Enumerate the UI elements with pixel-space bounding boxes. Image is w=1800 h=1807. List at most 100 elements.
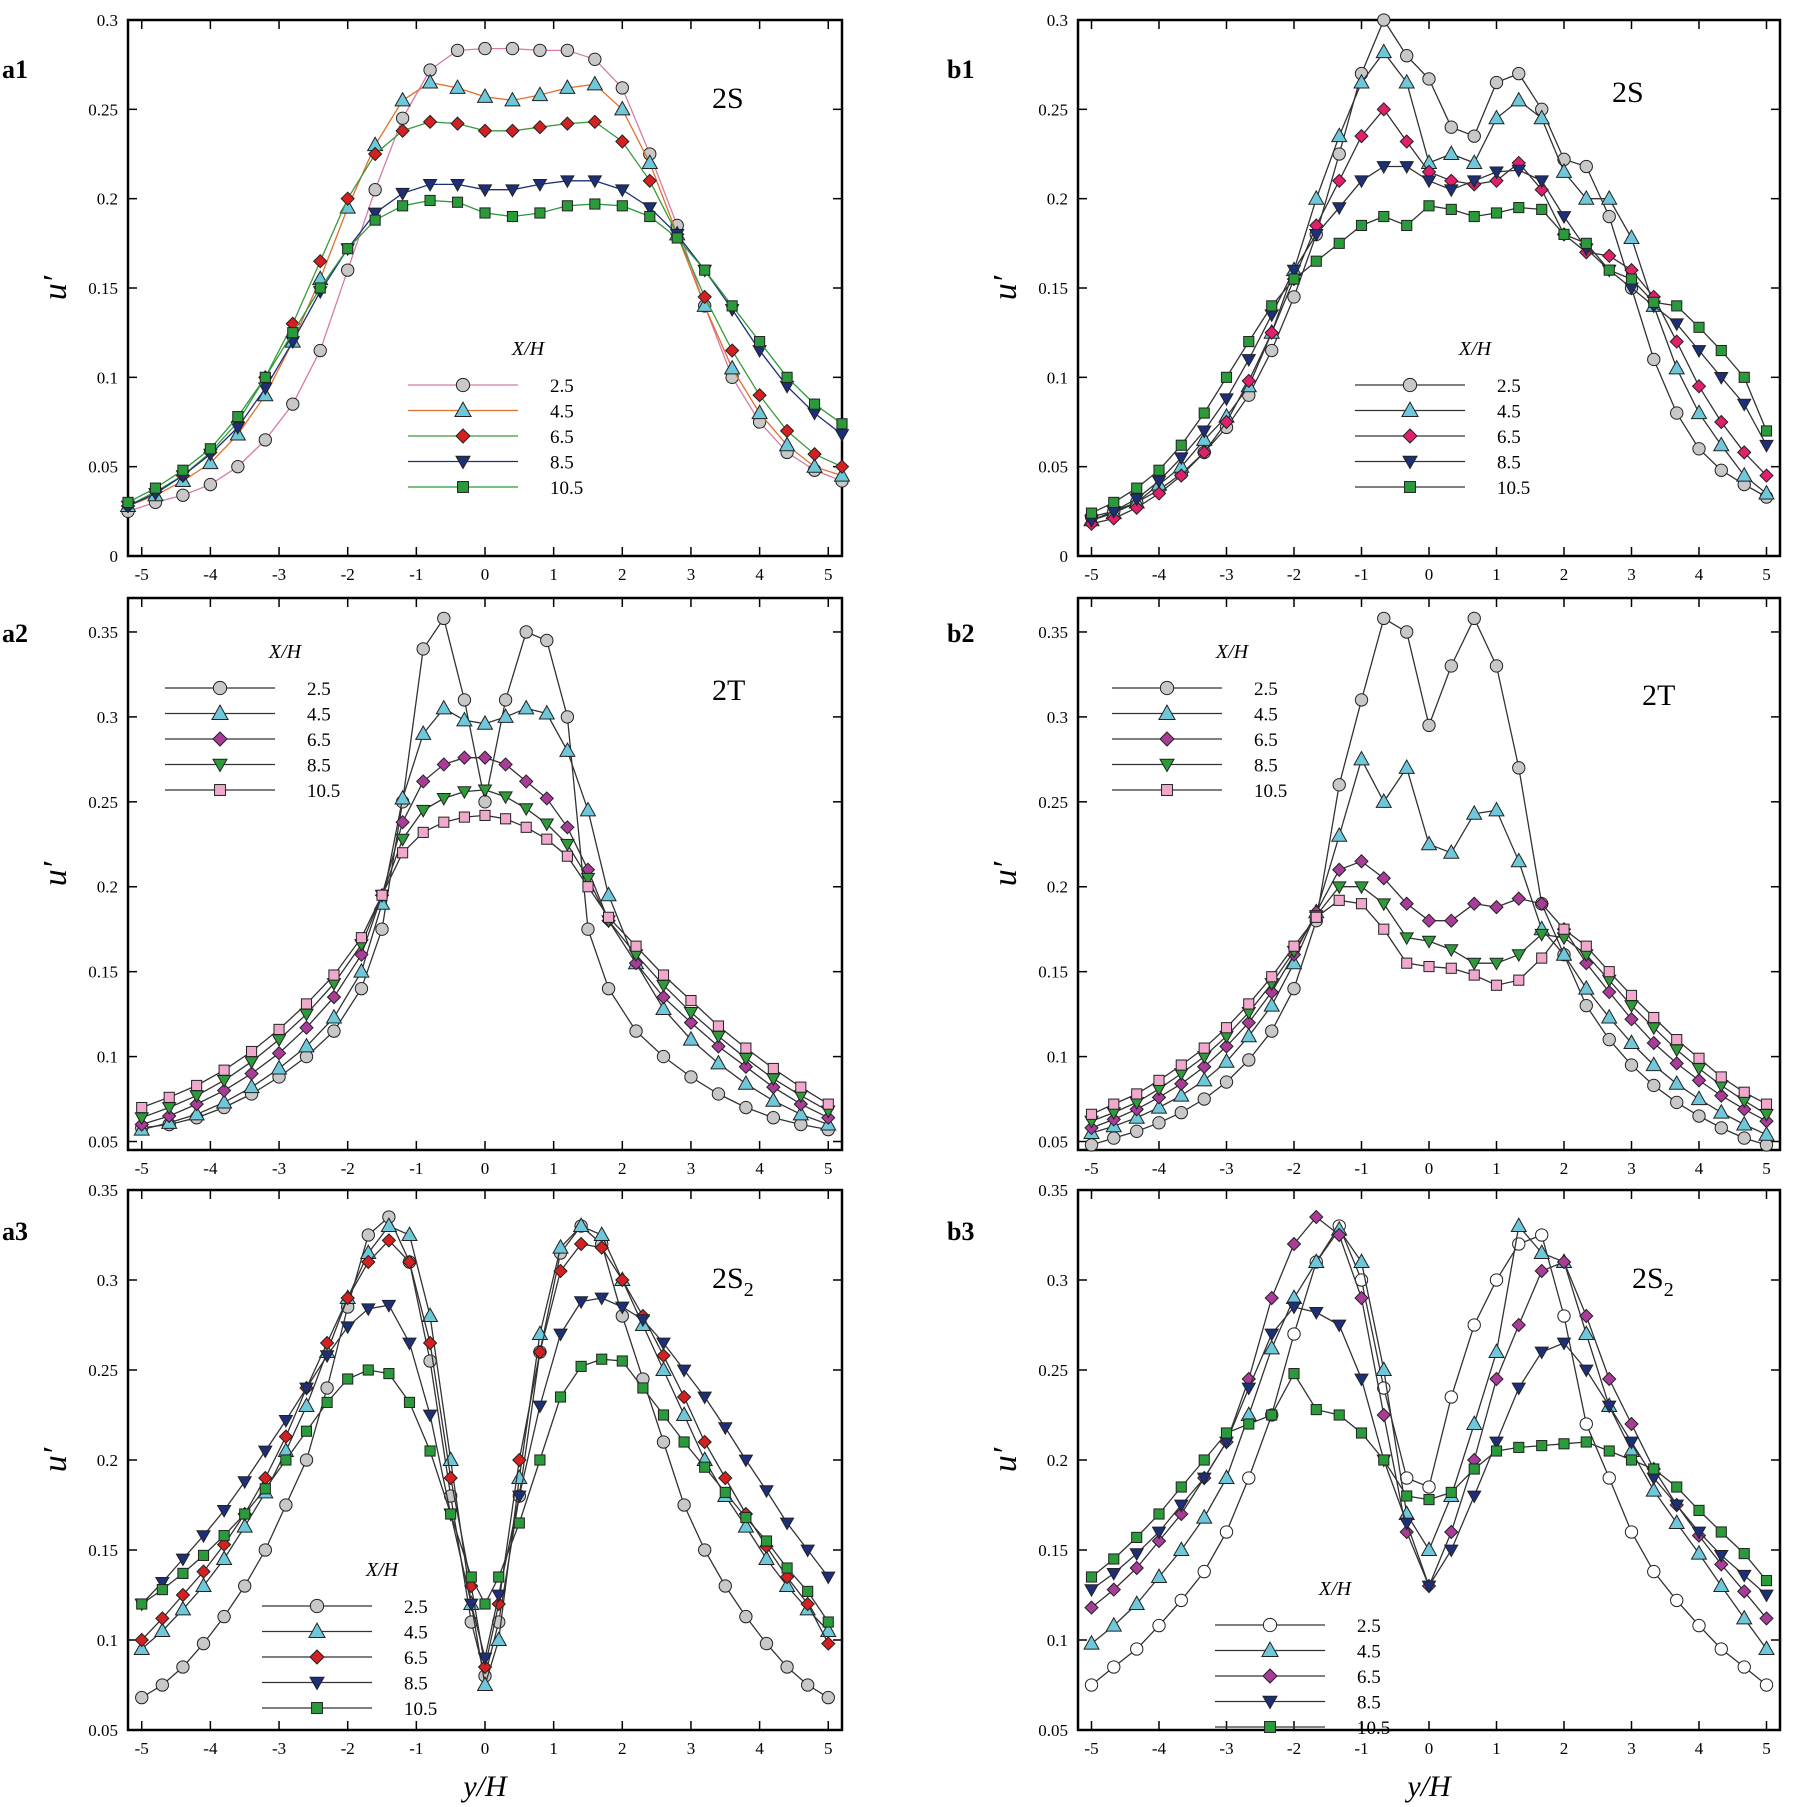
data-point [1534,928,1550,942]
y-tick-label: 0.15 [88,279,118,298]
data-point [678,1436,690,1448]
data-point [1308,1307,1324,1320]
data-point [401,1226,418,1242]
legend-label: 4.5 [307,705,331,726]
data-point [174,1600,192,1616]
data-point [1196,1472,1212,1486]
x-tick-label: -5 [1084,1739,1098,1758]
data-point [1668,1074,1686,1090]
data-point [682,1030,700,1046]
data-point [271,1034,287,1048]
data-point [1108,1553,1120,1565]
data-point [1489,659,1504,673]
data-point [1442,843,1460,859]
x-tick-label: 1 [1492,1159,1501,1178]
data-point [582,881,594,893]
data-point [498,757,513,772]
x-tick-label: -1 [409,1159,423,1178]
data-point [395,123,410,138]
data-point [675,1406,693,1422]
data-point [1195,1508,1213,1524]
data-point [559,742,576,757]
data-point [1107,1131,1121,1145]
data-point [517,699,535,715]
data-point [1466,175,1482,189]
panel-label: a3 [2,1217,28,1246]
data-point [1333,894,1345,906]
data-point [478,41,492,56]
data-point [1106,1582,1121,1597]
x-tick-label: 3 [687,1159,696,1178]
data-point [342,1373,354,1385]
data-point [1173,452,1189,466]
data-point [1577,189,1595,205]
data-point [740,1512,752,1524]
data-point [802,1585,814,1597]
data-point [1558,923,1570,935]
data-point [1647,1564,1661,1579]
data-point [539,791,554,806]
data-point [1602,209,1616,224]
data-point [1331,881,1347,895]
data-point [298,1037,315,1053]
series-6.5 [1084,1209,1774,1626]
data-point [1150,1098,1168,1114]
data-point [259,371,271,383]
data-point [1172,1541,1190,1557]
data-point [1241,373,1256,389]
data-point [258,1543,272,1557]
data-point [155,1678,170,1692]
data-point [519,625,533,639]
data-point [1332,778,1346,792]
x-tick-label: 3 [687,1739,696,1758]
legend-label: 2.5 [307,679,331,700]
data-point [765,1091,782,1107]
data-point [258,433,272,447]
data-point [437,611,451,626]
y-axis-label: u′ [987,275,1024,300]
data-point [1533,1244,1551,1260]
series-line [127,180,843,507]
data-point [395,111,410,125]
data-point [424,194,436,207]
data-point [402,1337,417,1351]
data-point [1152,1116,1166,1130]
x-tick-label: 5 [1762,1739,1771,1758]
data-point [1151,486,1167,501]
data-point [458,811,470,823]
data-point [450,43,465,58]
data-point [1376,1407,1391,1423]
data-point [236,1517,254,1533]
data-point [778,1577,796,1593]
data-point [369,214,381,226]
series-4.5 [119,73,851,512]
data-point [677,1498,691,1512]
data-point [1468,210,1480,223]
data-point [153,1622,171,1638]
data-point [1288,1368,1300,1380]
data-point [1330,127,1348,143]
data-point [188,1105,205,1121]
data-point [1400,1471,1414,1485]
data-point [313,253,328,269]
data-point [1714,1088,1729,1103]
data-point [1241,1382,1257,1396]
legend-label: 6.5 [1357,1667,1381,1688]
data-point [1131,1088,1143,1100]
data-point [395,833,410,847]
data-point [1625,273,1638,285]
data-point [1266,1409,1278,1421]
data-point [1602,984,1617,1000]
x-tick-label: 5 [1762,565,1771,584]
data-point [1174,1506,1189,1522]
data-point [445,1508,457,1520]
data-point [204,443,216,455]
y-tick-label: 0.3 [97,1271,118,1290]
data-point [1423,960,1435,973]
x-tick-label: 0 [481,1159,490,1178]
series-line [1091,1216,1768,1619]
data-point [449,79,466,94]
data-point [1692,1109,1706,1123]
data-point [1264,1290,1279,1306]
data-point [1378,1454,1390,1466]
